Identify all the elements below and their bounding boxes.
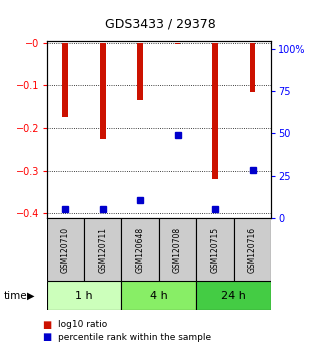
FancyBboxPatch shape (196, 218, 234, 281)
Text: GSM120715: GSM120715 (211, 227, 220, 273)
Text: 1 h: 1 h (75, 291, 93, 301)
Text: GSM120710: GSM120710 (61, 227, 70, 273)
Text: 24 h: 24 h (221, 291, 246, 301)
FancyBboxPatch shape (159, 218, 196, 281)
Text: log10 ratio: log10 ratio (58, 320, 107, 330)
Text: GSM120711: GSM120711 (98, 227, 107, 273)
Text: ■: ■ (42, 332, 51, 342)
FancyBboxPatch shape (121, 281, 196, 310)
Text: GSM120716: GSM120716 (248, 227, 257, 273)
FancyBboxPatch shape (234, 218, 271, 281)
FancyBboxPatch shape (84, 218, 121, 281)
Text: ■: ■ (42, 320, 51, 330)
FancyBboxPatch shape (47, 281, 121, 310)
Text: GSM120708: GSM120708 (173, 227, 182, 273)
Text: time: time (3, 291, 27, 301)
Bar (137, 43, 143, 101)
Bar (250, 43, 255, 92)
Text: GDS3433 / 29378: GDS3433 / 29378 (105, 17, 216, 30)
Bar (175, 43, 180, 44)
Text: percentile rank within the sample: percentile rank within the sample (58, 332, 211, 342)
Text: 4 h: 4 h (150, 291, 168, 301)
FancyBboxPatch shape (196, 281, 271, 310)
Bar (63, 43, 68, 118)
FancyBboxPatch shape (121, 218, 159, 281)
Text: ▶: ▶ (27, 291, 34, 301)
Bar (100, 43, 106, 139)
Bar (212, 43, 218, 179)
Text: GSM120648: GSM120648 (136, 227, 145, 273)
FancyBboxPatch shape (47, 218, 84, 281)
